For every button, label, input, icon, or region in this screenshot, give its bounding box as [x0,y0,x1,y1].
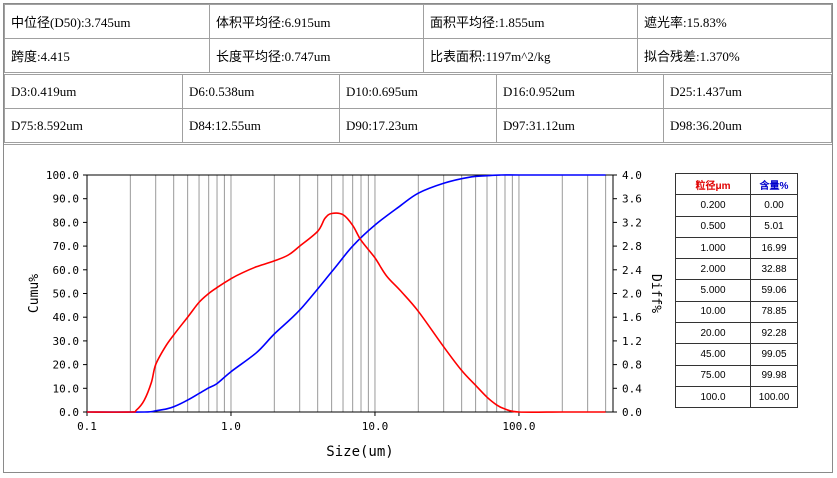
size-distribution-table: 粒径μm 含量% 0.200 0.00 0.500 5.01 1.000 16.99 … [675,172,798,409]
content-cell: 99.05 [750,343,798,366]
size-cell: 0.200 [675,194,751,217]
size-cell: 2.000 [675,258,751,281]
d97-cell: D97:31.12um [496,108,664,143]
table-row: 5.000 59.06 [675,279,798,302]
d6-cell: D6:0.538um [182,74,340,109]
size-cell: 5.000 [675,279,751,302]
length-mean-diameter-cell: 长度平均径:0.747um [209,38,424,73]
content-cell: 0.00 [750,194,798,217]
content-cell: 5.01 [750,215,798,238]
d10-cell: D10:0.695um [339,74,497,109]
chart-area [4,144,832,473]
size-cell: 75.00 [675,364,751,387]
size-cell: 45.00 [675,343,751,366]
table-row: 0.500 5.01 [675,215,798,238]
specific-surface-area-cell: 比表面积:1197m^2/kg [423,38,638,73]
content-cell: 16.99 [750,236,798,260]
table-row: 2.000 32.88 [675,258,798,281]
content-cell: 59.06 [750,279,798,302]
table-row: 1.000 16.99 [675,236,798,260]
table-row: 75.00 99.98 [675,364,798,387]
span-cell: 跨度:4.415 [4,38,210,73]
table-row: 20.00 92.28 [675,322,798,345]
content-cell: 100.00 [750,385,798,409]
table-row: D75:8.592um D84:12.55um D90:17.23um D97:… [4,108,832,143]
volume-mean-diameter-cell: 体积平均径:6.915um [209,4,424,39]
percentile-table: D3:0.419um D6:0.538um D10:0.695um D16:0.… [4,74,832,143]
table-row: 10.00 78.85 [675,300,798,324]
content-cell: 78.85 [750,300,798,324]
content-cell: 32.88 [750,258,798,281]
d25-cell: D25:1.437um [663,74,832,109]
size-column-header: 粒径μm [675,172,751,196]
d90-cell: D90:17.23um [339,108,497,143]
obscuration-cell: 遮光率:15.83% [637,4,832,39]
size-cell: 100.0 [675,385,751,409]
table-row: 100.0 100.00 [675,385,798,409]
table-row: 中位径(D50):3.745um 体积平均径:6.915um 面积平均径:1.8… [4,4,832,39]
content-cell: 92.28 [750,322,798,345]
size-cell: 10.00 [675,300,751,324]
fit-residual-cell: 拟合残差:1.370% [637,38,832,73]
table-row: D3:0.419um D6:0.538um D10:0.695um D16:0.… [4,74,832,109]
summary-stats-table: 中位径(D50):3.745um 体积平均径:6.915um 面积平均径:1.8… [4,4,832,73]
area-mean-diameter-cell: 面积平均径:1.855um [423,4,638,39]
report-frame [3,3,833,473]
size-cell: 20.00 [675,322,751,345]
median-diameter-cell: 中位径(D50):3.745um [4,4,210,39]
table-row: 45.00 99.05 [675,343,798,366]
content-cell: 99.98 [750,364,798,387]
d98-cell: D98:36.20um [663,108,832,143]
d84-cell: D84:12.55um [182,108,340,143]
table-row: 跨度:4.415 长度平均径:0.747um 比表面积:1197m^2/kg 拟… [4,38,832,73]
d16-cell: D16:0.952um [496,74,664,109]
size-cell: 0.500 [675,215,751,238]
table-row: 0.200 0.00 [675,194,798,217]
size-cell: 1.000 [675,236,751,260]
d75-cell: D75:8.592um [4,108,183,143]
table-header-row: 粒径μm 含量% [675,172,798,196]
d3-cell: D3:0.419um [4,74,183,109]
content-column-header: 含量% [750,172,798,196]
